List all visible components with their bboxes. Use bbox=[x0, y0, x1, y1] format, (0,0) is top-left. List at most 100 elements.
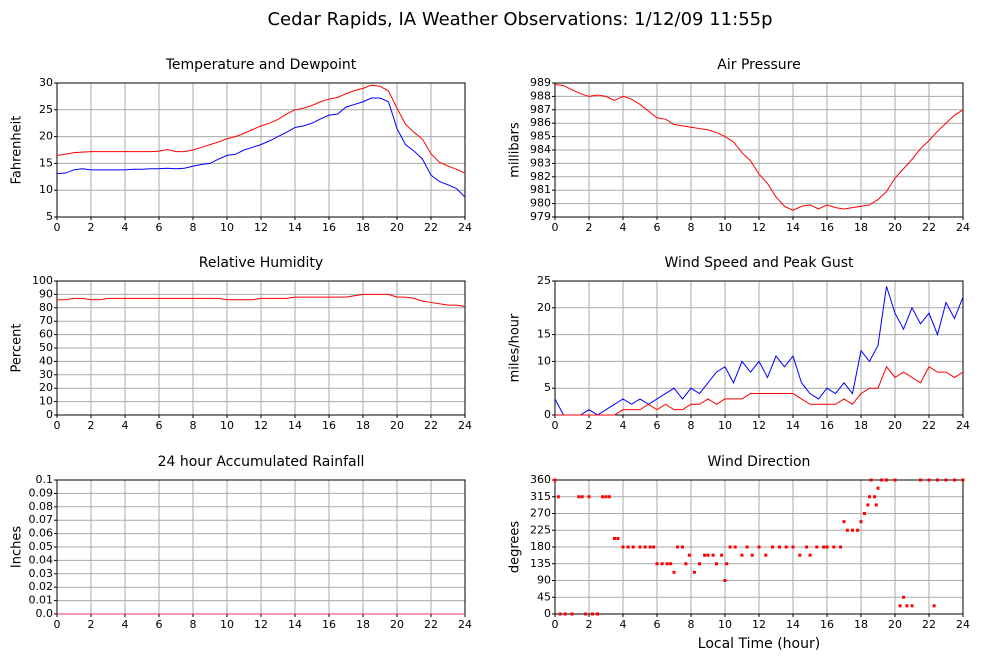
data-point bbox=[825, 545, 829, 549]
y-tick-label: 984 bbox=[530, 143, 551, 156]
x-tick-label: 6 bbox=[156, 221, 163, 234]
data-point bbox=[687, 553, 691, 557]
x-tick-label: 0 bbox=[552, 221, 559, 234]
y-tick-label: 982 bbox=[530, 170, 551, 183]
x-tick-label: 12 bbox=[752, 419, 766, 432]
x-tick-label: 18 bbox=[854, 419, 868, 432]
data-point bbox=[808, 553, 812, 557]
x-tick-label: 22 bbox=[922, 419, 936, 432]
data-point bbox=[616, 536, 620, 540]
x-tick-label: 24 bbox=[458, 618, 472, 631]
data-point bbox=[874, 503, 878, 507]
y-tick-label: 20 bbox=[39, 381, 53, 394]
y-tick-label: 70 bbox=[39, 314, 53, 327]
x-tick-label: 16 bbox=[820, 618, 834, 631]
data-point bbox=[711, 553, 715, 557]
data-point bbox=[919, 478, 922, 482]
data-point bbox=[607, 495, 611, 499]
x-tick-label: 2 bbox=[586, 221, 593, 234]
data-point bbox=[784, 545, 788, 549]
y-tick-label: 0 bbox=[544, 408, 551, 421]
data-point bbox=[910, 604, 914, 608]
data-point bbox=[822, 545, 826, 549]
x-tick-label: 8 bbox=[190, 221, 197, 234]
x-tick-label: 4 bbox=[122, 221, 129, 234]
y-tick-label: 0.05 bbox=[29, 540, 54, 553]
data-point bbox=[740, 553, 744, 557]
data-point bbox=[839, 545, 843, 549]
x-tick-label: 6 bbox=[654, 618, 661, 631]
y-tick-label: 270 bbox=[530, 507, 551, 520]
data-point bbox=[791, 545, 795, 549]
data-point bbox=[728, 545, 732, 549]
y-tick-label: 979 bbox=[530, 210, 551, 223]
x-tick-label: 12 bbox=[752, 221, 766, 234]
plot-frame bbox=[554, 479, 964, 615]
x-tick-label: 16 bbox=[322, 618, 336, 631]
x-tick-label: 22 bbox=[424, 618, 438, 631]
x-tick-label: 2 bbox=[88, 618, 95, 631]
data-point bbox=[757, 545, 761, 549]
x-tick-label: 18 bbox=[854, 221, 868, 234]
x-tick-label: 16 bbox=[322, 419, 336, 432]
data-point bbox=[868, 495, 871, 499]
data-line bbox=[555, 365, 964, 416]
x-tick-label: 12 bbox=[254, 618, 268, 631]
data-point bbox=[655, 562, 659, 566]
y-tick-label: 60 bbox=[39, 328, 53, 341]
data-line bbox=[56, 84, 466, 174]
y-tick-label: 360 bbox=[530, 473, 551, 486]
data-point bbox=[885, 478, 888, 482]
x-tick-label: 8 bbox=[190, 618, 197, 631]
x-tick-label: 20 bbox=[390, 221, 404, 234]
data-point bbox=[869, 478, 873, 482]
x-tick-label: 10 bbox=[718, 618, 732, 631]
data-point bbox=[725, 562, 729, 566]
y-tick-label: 10 bbox=[39, 395, 53, 408]
chart-title: Wind Direction bbox=[708, 454, 811, 470]
y-tick-label: 980 bbox=[530, 197, 551, 210]
x-tick-label: 22 bbox=[922, 221, 936, 234]
x-tick-label: 24 bbox=[956, 419, 970, 432]
y-tick-label: 225 bbox=[530, 523, 551, 536]
x-axis-label: Local Time (hour) bbox=[698, 636, 820, 652]
y-tick-label: 45 bbox=[537, 590, 551, 603]
x-tick-label: 16 bbox=[322, 221, 336, 234]
data-point bbox=[648, 545, 652, 549]
data-point bbox=[652, 545, 656, 549]
y-axis-label: Fahrenheit bbox=[10, 116, 25, 185]
data-point bbox=[584, 612, 588, 616]
x-tick-label: 6 bbox=[654, 419, 661, 432]
x-tick-label: 16 bbox=[820, 221, 834, 234]
y-tick-label: 10 bbox=[39, 183, 53, 196]
data-point bbox=[563, 612, 567, 616]
data-point bbox=[764, 553, 768, 557]
data-point bbox=[621, 545, 625, 549]
data-point bbox=[669, 562, 673, 566]
chart-title: Air Pressure bbox=[717, 57, 800, 73]
y-tick-label: 0.02 bbox=[29, 580, 54, 593]
y-tick-label: 981 bbox=[530, 183, 551, 196]
x-tick-label: 24 bbox=[956, 221, 970, 234]
data-point bbox=[601, 495, 605, 499]
y-tick-label: 985 bbox=[530, 130, 551, 143]
data-point bbox=[777, 545, 781, 549]
data-point bbox=[898, 604, 902, 608]
data-point bbox=[626, 545, 630, 549]
data-point bbox=[580, 495, 584, 499]
x-tick-label: 14 bbox=[786, 419, 800, 432]
data-point bbox=[953, 478, 956, 482]
x-tick-label: 14 bbox=[786, 618, 800, 631]
data-point bbox=[660, 562, 664, 566]
plot-frame bbox=[554, 82, 964, 218]
x-tick-label: 22 bbox=[424, 221, 438, 234]
data-point bbox=[845, 528, 849, 532]
y-tick-label: 0.06 bbox=[29, 527, 54, 540]
y-tick-label: 25 bbox=[39, 103, 53, 116]
data-line bbox=[554, 286, 964, 416]
y-tick-label: 0.09 bbox=[29, 486, 54, 499]
x-tick-label: 10 bbox=[718, 221, 732, 234]
y-tick-label: 20 bbox=[39, 130, 53, 143]
y-tick-label: 20 bbox=[537, 301, 551, 314]
data-point bbox=[720, 553, 724, 557]
